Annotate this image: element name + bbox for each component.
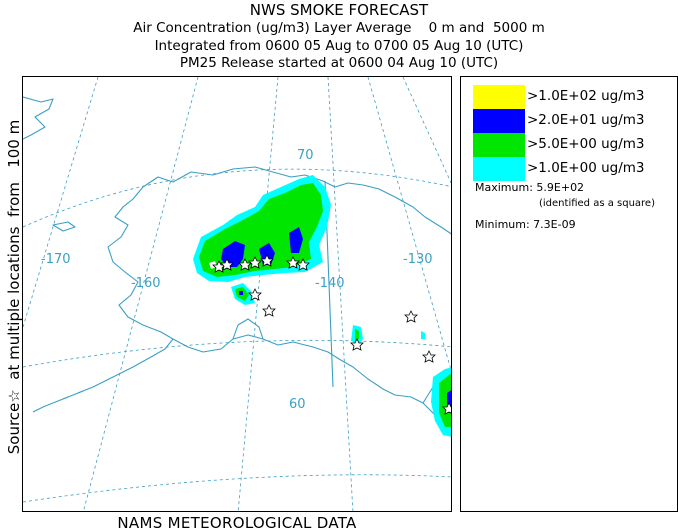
source-star-7 xyxy=(296,258,310,271)
longitude-line-170 xyxy=(23,77,99,328)
latitude-line-50 xyxy=(23,474,451,503)
legend-panel: >1.0E+02 ug/m3 >2.0E+01 ug/m3 >5.0E+00 u… xyxy=(460,76,678,512)
source-star-12 xyxy=(422,350,436,363)
longitude-line-140 xyxy=(327,77,354,511)
integration-period: Integrated from 0600 05 Aug to 0700 05 A… xyxy=(154,38,524,54)
source-star-2 xyxy=(220,258,234,271)
map-panel: -170 -160 -140 -130 70 60 xyxy=(22,76,452,512)
source-star-5 xyxy=(260,254,274,267)
aleutian-islands xyxy=(32,390,84,413)
source-star-9 xyxy=(262,304,276,317)
legend-label-cyan: >1.0E+00 ug/m3 xyxy=(527,160,645,176)
south-plume-blue xyxy=(239,291,243,295)
source-description-label: Source☆ at multiple locations from 100 m xyxy=(5,119,23,455)
legend-item-yellow: >1.0E+02 ug/m3 xyxy=(473,85,673,109)
smoke-plume-east xyxy=(351,325,425,345)
legend-item-cyan: >1.0E+00 ug/m3 xyxy=(473,157,673,181)
alaska-smoke-map: -170 -160 -140 -130 70 60 xyxy=(23,77,451,511)
coast-inlet xyxy=(232,318,264,340)
legend-swatch-green xyxy=(473,133,525,157)
minimum-value: Minimum: 7.3E-09 xyxy=(475,218,576,231)
legend-swatch-cyan xyxy=(473,157,525,181)
smoke-plume-southeast xyxy=(431,367,451,437)
legend-label-yellow: >1.0E+02 ug/m3 xyxy=(527,88,645,104)
east-plume-green xyxy=(355,329,359,341)
legend-label-green: >5.0E+00 ug/m3 xyxy=(527,136,645,152)
smoke-plume-main xyxy=(193,175,331,282)
st-lawrence-island xyxy=(52,221,76,232)
plume-blue-east xyxy=(289,227,303,253)
maximum-note: (identified as a square) xyxy=(539,198,655,209)
lat-label-70: 70 xyxy=(297,148,314,163)
source-star-10 xyxy=(350,338,364,351)
forecast-title: NWS SMOKE FORECAST xyxy=(249,1,429,19)
longitude-line-130 xyxy=(367,77,451,372)
lat-label-60: 60 xyxy=(289,397,306,412)
lon-label-170: -170 xyxy=(41,252,71,267)
lon-label-130: -130 xyxy=(403,252,433,267)
legend-swatch-yellow xyxy=(473,85,525,109)
longitude-line-160 xyxy=(83,77,199,511)
alaska-peninsula xyxy=(172,334,451,438)
chukotka-coast xyxy=(23,96,54,140)
lon-label-160: -160 xyxy=(131,276,161,291)
source-star-13 xyxy=(442,402,451,415)
source-markers xyxy=(212,254,451,415)
legend-label-blue: >2.0E+01 ug/m3 xyxy=(527,112,645,128)
source-star-4 xyxy=(248,256,262,269)
legend-item-blue: >2.0E+01 ug/m3 xyxy=(473,109,673,133)
concentration-subtitle: Air Concentration (ug/m3) Layer Average … xyxy=(133,20,545,36)
latitude-line-60 xyxy=(23,339,451,368)
se-plume-green xyxy=(439,374,451,427)
source-star-3 xyxy=(238,258,252,271)
smoke-plume-south xyxy=(231,283,255,305)
source-star-8 xyxy=(248,288,262,301)
maximum-value: Maximum: 5.9E+02 xyxy=(475,181,585,194)
alaska-west-coast xyxy=(52,186,174,404)
lon-label-140: -140 xyxy=(315,276,345,291)
release-start: PM25 Release started at 0600 04 Aug 10 (… xyxy=(179,55,499,71)
longitude-line-120 xyxy=(402,77,451,184)
east-plume-cyan-2 xyxy=(421,331,425,339)
source-star-6 xyxy=(286,256,300,269)
source-star-11 xyxy=(404,310,418,323)
legend-item-green: >5.0E+00 ug/m3 xyxy=(473,133,673,157)
meteorological-data-label: NAMS METEOROLOGICAL DATA xyxy=(117,514,357,532)
legend-swatch-blue xyxy=(473,109,525,133)
